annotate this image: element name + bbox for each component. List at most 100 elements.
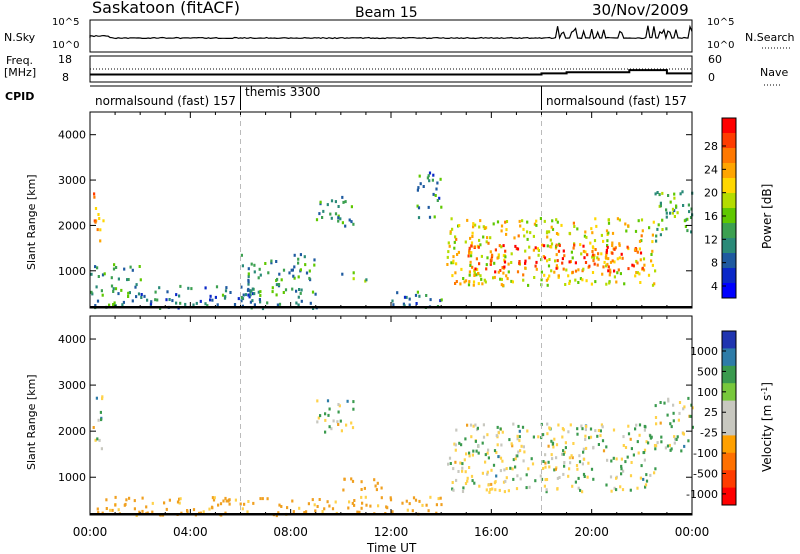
data-cell <box>440 178 442 181</box>
ytick-label: 4000 <box>58 333 86 346</box>
data-cell <box>512 280 514 283</box>
data-cell <box>132 269 134 272</box>
data-cell <box>468 255 470 258</box>
cpid-segment-2: themis 3300 <box>245 85 320 99</box>
data-cell <box>251 263 253 266</box>
data-cell <box>415 499 417 502</box>
data-cell <box>555 456 557 459</box>
data-cell <box>175 293 177 296</box>
data-cell <box>418 206 420 209</box>
data-cell <box>466 424 468 427</box>
data-cell <box>562 473 564 476</box>
data-cell <box>529 486 531 489</box>
data-cell <box>535 220 537 223</box>
data-cell <box>515 457 517 460</box>
data-cell <box>454 235 456 238</box>
data-cell <box>574 279 576 282</box>
data-cell <box>308 277 310 280</box>
data-cell <box>474 424 476 427</box>
data-cell <box>517 425 519 428</box>
data-cell <box>459 462 461 465</box>
data-cell <box>652 284 654 287</box>
data-cell <box>510 261 512 264</box>
data-cell <box>121 303 123 306</box>
data-cell <box>655 444 657 447</box>
data-cell <box>533 436 535 439</box>
data-cell <box>502 272 504 275</box>
data-cell <box>615 281 617 284</box>
data-cell <box>638 272 640 275</box>
data-cell <box>594 239 596 242</box>
data-cell <box>583 458 585 461</box>
data-cell <box>613 457 615 460</box>
data-cell <box>238 297 240 300</box>
data-cell <box>500 457 502 460</box>
data-cell <box>476 450 478 453</box>
data-cell <box>308 502 310 505</box>
data-cell <box>455 262 457 265</box>
data-cell <box>117 292 119 295</box>
data-cell <box>527 284 529 287</box>
data-cell <box>512 423 514 426</box>
data-cell <box>253 264 255 267</box>
data-cell <box>210 295 212 298</box>
data-cell <box>600 252 602 255</box>
data-cell <box>639 247 641 250</box>
data-cell <box>187 287 189 290</box>
data-cell <box>529 231 531 234</box>
data-cell <box>447 256 449 259</box>
data-cell <box>627 267 629 270</box>
data-cell <box>348 500 350 503</box>
data-cell <box>557 221 559 224</box>
data-cell <box>455 443 457 446</box>
data-cell <box>211 299 213 302</box>
data-cell <box>319 414 321 417</box>
ytick-label: 3000 <box>58 379 86 392</box>
data-cell <box>434 215 436 218</box>
data-cell <box>462 277 464 280</box>
data-cell <box>152 502 154 505</box>
data-cell <box>544 256 546 259</box>
data-cell <box>572 442 574 445</box>
data-cell <box>521 219 523 222</box>
data-cell <box>281 278 283 281</box>
data-cell <box>508 270 510 273</box>
data-cell <box>472 225 474 228</box>
data-cell <box>587 476 589 479</box>
data-cell <box>365 496 367 499</box>
data-cell <box>675 205 677 208</box>
data-cell <box>479 219 481 222</box>
data-cell <box>179 285 181 288</box>
velocity-scale-label: Velocity [m s-1] <box>760 382 774 472</box>
data-cell <box>548 275 550 278</box>
data-cell <box>605 484 607 487</box>
data-cell <box>678 419 680 422</box>
data-cell <box>294 254 296 257</box>
data-cell <box>523 450 525 453</box>
data-cell <box>329 213 331 216</box>
data-cell <box>217 303 219 306</box>
data-cell <box>474 245 476 248</box>
data-cell <box>654 447 656 450</box>
velocity-cbar-tick-label: 500 <box>697 365 718 378</box>
data-cell <box>472 454 474 457</box>
data-cell <box>598 429 600 432</box>
data-cell <box>376 488 378 491</box>
data-cell <box>141 510 143 513</box>
data-cell <box>503 266 505 269</box>
xtick-label: 08:00 <box>273 525 308 539</box>
data-cell <box>684 219 686 222</box>
data-cell <box>298 288 300 291</box>
data-cell <box>335 200 337 203</box>
data-cell <box>488 491 490 494</box>
data-cell <box>291 269 293 272</box>
data-cell <box>426 504 428 507</box>
data-cell <box>639 281 641 284</box>
data-cell <box>546 432 548 435</box>
data-cell <box>135 295 137 298</box>
data-cell <box>648 274 650 277</box>
data-cell <box>248 267 250 270</box>
data-cell <box>465 241 467 244</box>
data-cell <box>476 257 478 260</box>
data-cell <box>465 279 467 282</box>
